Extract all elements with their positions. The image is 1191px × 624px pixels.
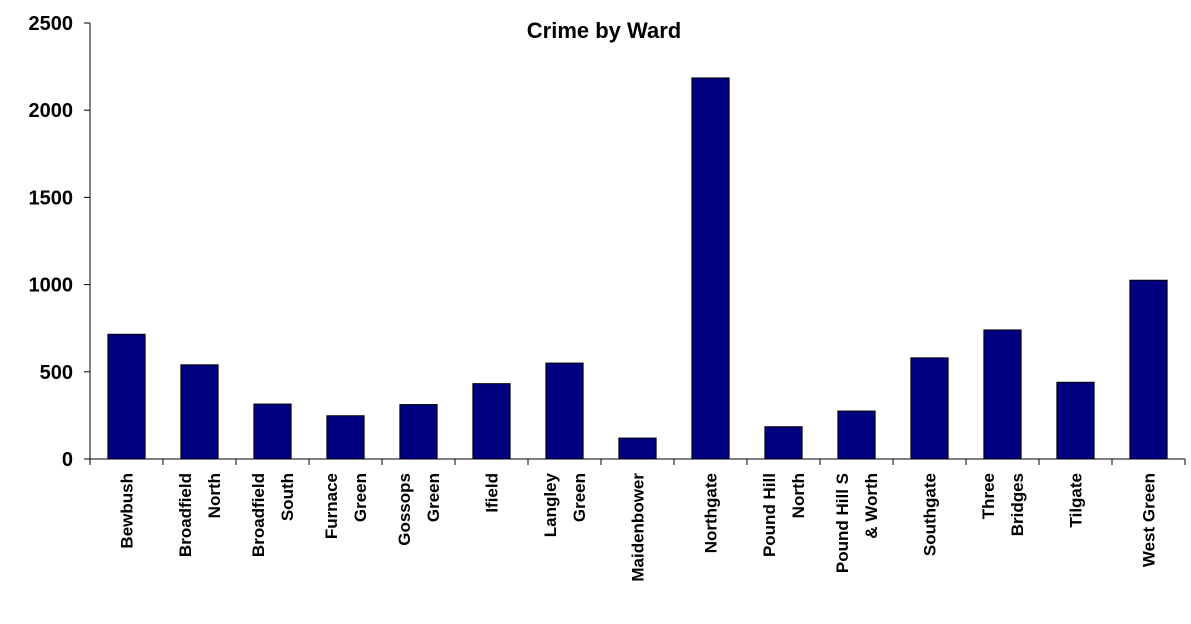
x-category-label-line: Broadfield [249,473,268,557]
x-category-label-line: Bewbush [118,473,137,549]
bar-8 [691,77,730,460]
x-category-label-line: Green [570,473,589,522]
bar-13 [1056,381,1095,460]
x-category-label-line: Bridges [1008,473,1027,536]
y-tick-label-5: 2500 [29,13,74,35]
bar-3 [326,415,365,460]
y-tick-label-4: 2000 [29,100,74,122]
x-category-label-line: Langley [541,472,560,537]
x-category-label-2: Broadfield South [249,473,297,557]
x-category-label-9: Pound Hill North [760,473,808,557]
x-category-label-line: Three [979,473,998,519]
bar-7 [618,437,657,460]
bar-2 [253,403,292,460]
labels-group: 0 500 1000 1500 2000 2500 Bewbush Broadfield Nor… [29,13,1159,582]
x-category-label-14: West Green [1140,473,1159,567]
bar-11 [910,357,949,460]
x-category-label-line: Green [351,473,370,522]
bar-10 [837,410,876,460]
x-category-label-line: Broadfield [176,473,195,557]
x-category-label-line: Gossops [395,473,414,546]
chart-title: Crime by Ward [527,18,681,43]
bar-0 [107,333,146,460]
bar-14 [1129,279,1168,460]
x-category-label-8: Northgate [702,473,721,553]
bar-4 [399,404,438,460]
y-tick-label-3: 1500 [29,187,74,209]
x-category-label-12: Three Bridges [979,473,1027,536]
x-category-label-7: Maidenbower [629,473,648,582]
x-category-label-13: Tilgate [1067,473,1086,527]
x-category-label-line: Pound Hill [760,473,779,557]
x-category-label-3: Furnace Green [322,473,370,539]
x-category-label-5: Ifield [483,473,502,513]
x-category-label-0: Bewbush [118,473,137,549]
x-category-label-6: Langley Green [541,472,589,537]
bar-9 [764,426,803,460]
bar-12 [983,329,1022,460]
bar-6 [545,362,584,460]
bars-group [107,77,1168,460]
x-category-label-line: Southgate [921,473,940,556]
x-category-label-line: Pound Hill S [833,473,852,573]
x-category-label-line: & Worth [862,473,881,539]
x-category-label-line: Furnace [322,473,341,539]
x-category-label-10: Pound Hill S & Worth [833,473,881,573]
y-tick-label-2: 1000 [29,275,74,297]
x-category-label-line: North [205,473,224,518]
x-category-label-line: South [278,473,297,521]
x-category-label-line: Ifield [483,473,502,513]
x-category-label-line: Tilgate [1067,473,1086,527]
x-category-label-line: Northgate [702,473,721,553]
y-tick-label-0: 0 [62,449,73,471]
y-tick-label-1: 500 [40,362,73,384]
x-category-label-line: Green [424,473,443,522]
x-category-label-11: Southgate [921,473,940,556]
axes-group [84,22,1186,465]
bar-1 [180,364,219,460]
x-category-label-line: West Green [1140,473,1159,567]
bar-5 [472,383,511,460]
x-category-label-4: Gossops Green [395,473,443,546]
x-category-label-1: Broadfield North [176,473,224,557]
x-category-label-line: Maidenbower [629,473,648,582]
x-category-label-line: North [789,473,808,518]
